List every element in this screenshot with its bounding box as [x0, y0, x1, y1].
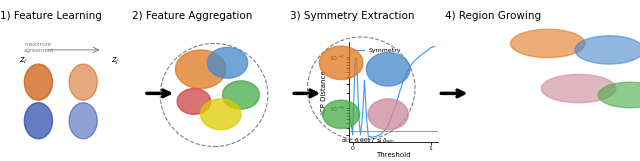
Symmetry	[403, 71, 411, 73]
Ellipse shape	[598, 82, 640, 108]
Text: $d_{ICP}$: 0.0017 $\leq \delta_{sym}$: $d_{ICP}$: 0.0017 $\leq \delta_{sym}$	[341, 136, 395, 147]
Symmetry	[407, 64, 415, 66]
Ellipse shape	[319, 46, 363, 80]
Ellipse shape	[69, 103, 97, 139]
Symmetry	[384, 125, 392, 127]
Symmetry	[380, 130, 388, 132]
Ellipse shape	[368, 99, 408, 130]
Symmetry	[345, 112, 353, 114]
Symmetry	[348, 128, 356, 129]
Symmetry	[419, 53, 427, 55]
Symmetry	[392, 105, 399, 107]
Symmetry	[411, 60, 419, 62]
Y-axis label: ICP Distance: ICP Distance	[321, 70, 327, 114]
Ellipse shape	[223, 81, 259, 109]
Text: $z_i$: $z_i$	[19, 56, 27, 66]
Ellipse shape	[575, 36, 640, 64]
Symmetry	[346, 118, 354, 120]
Ellipse shape	[201, 99, 241, 130]
Symmetry	[364, 135, 372, 137]
Ellipse shape	[24, 103, 52, 139]
Ellipse shape	[24, 64, 52, 100]
Ellipse shape	[541, 74, 616, 103]
Text: 2) Feature Aggregation: 2) Feature Aggregation	[132, 11, 252, 21]
Symmetry	[423, 50, 431, 52]
Symmetry	[376, 134, 384, 136]
Symmetry	[388, 115, 396, 117]
Text: 4) Region Growing: 4) Region Growing	[445, 11, 541, 21]
Symmetry	[427, 47, 435, 49]
Symmetry	[396, 92, 403, 94]
Symmetry	[351, 58, 359, 60]
Legend: Symmetry: Symmetry	[352, 45, 404, 55]
Symmetry	[415, 56, 423, 58]
Symmetry	[349, 134, 356, 136]
Ellipse shape	[511, 29, 585, 58]
Symmetry	[356, 134, 364, 136]
Ellipse shape	[207, 47, 248, 78]
Text: $z_j$: $z_j$	[111, 56, 119, 67]
Ellipse shape	[366, 52, 410, 86]
Text: 3) Symmetry Extraction: 3) Symmetry Extraction	[290, 11, 414, 21]
Ellipse shape	[69, 64, 97, 100]
Symmetry	[353, 57, 360, 59]
Symmetry	[363, 118, 371, 120]
Symmetry	[372, 135, 380, 137]
Line: Symmetry: Symmetry	[349, 46, 435, 137]
Symmetry	[431, 45, 438, 47]
Ellipse shape	[323, 100, 360, 128]
Symmetry	[349, 109, 357, 111]
Symmetry	[369, 136, 376, 138]
Ellipse shape	[175, 50, 226, 89]
Symmetry	[355, 118, 363, 120]
Text: 1) Feature Learning: 1) Feature Learning	[0, 11, 102, 21]
Symmetry	[360, 79, 368, 81]
Ellipse shape	[177, 89, 211, 114]
X-axis label: Threshold: Threshold	[376, 152, 411, 158]
Text: agreement: agreement	[23, 48, 54, 53]
Text: maximize: maximize	[25, 42, 52, 47]
Symmetry	[359, 112, 367, 114]
Symmetry	[399, 79, 407, 81]
